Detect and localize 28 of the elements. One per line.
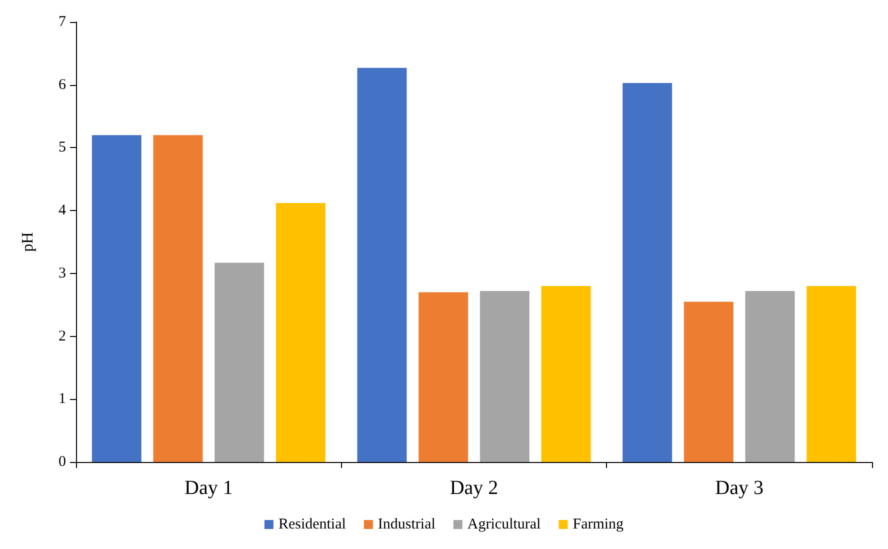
bar bbox=[92, 135, 142, 462]
y-tick-label: 4 bbox=[58, 202, 66, 219]
x-tick-label: Day 2 bbox=[450, 477, 498, 499]
y-axis-title: pH bbox=[20, 232, 36, 252]
bar bbox=[418, 292, 468, 462]
y-tick-label: 7 bbox=[58, 14, 66, 30]
y-tick-label: 2 bbox=[58, 328, 66, 344]
y-tick-label: 3 bbox=[58, 265, 66, 282]
y-tick-label: 0 bbox=[58, 454, 66, 470]
x-tick-label: Day 1 bbox=[184, 477, 233, 499]
bar bbox=[745, 291, 795, 462]
bar bbox=[480, 291, 530, 462]
bar bbox=[357, 68, 407, 462]
y-tick-label: 5 bbox=[58, 140, 66, 156]
bar bbox=[214, 262, 264, 462]
bar bbox=[684, 302, 734, 462]
x-tick-label: Day 3 bbox=[715, 477, 764, 499]
bar bbox=[541, 286, 591, 462]
legend-label: Industrial bbox=[378, 516, 436, 532]
bar bbox=[276, 203, 326, 462]
legend-label: Farming bbox=[572, 516, 624, 532]
y-tick-label: 1 bbox=[58, 391, 66, 408]
legend-label: Residential bbox=[278, 516, 346, 532]
bar bbox=[622, 82, 672, 462]
bar bbox=[153, 135, 203, 462]
y-tick-label: 6 bbox=[58, 76, 66, 93]
legend-label: Agricultural bbox=[467, 516, 541, 532]
bar bbox=[806, 286, 856, 462]
